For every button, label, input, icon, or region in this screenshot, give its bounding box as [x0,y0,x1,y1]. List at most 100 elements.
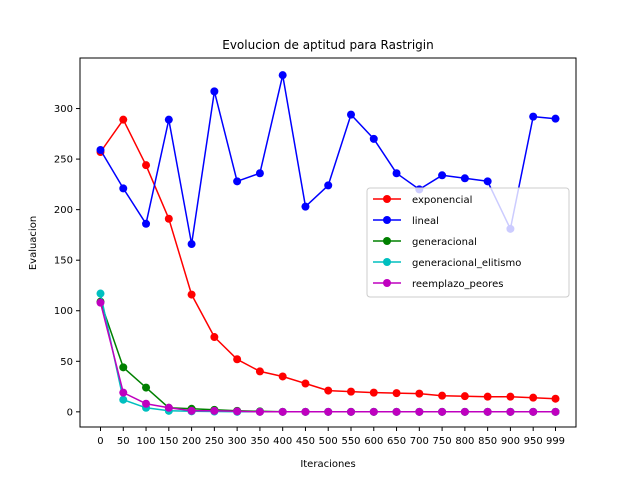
legend-label: exponencial [412,195,472,206]
legend-item: generacional_elitismo [373,258,521,269]
x-axis-title: Iteraciones [300,459,355,470]
data-point [347,407,356,416]
data-point [96,145,105,154]
y-axis-title: Evaluacion [28,216,39,270]
legend-label: generacional [412,237,477,248]
data-point [187,290,196,299]
data-point [483,392,492,401]
data-point [438,171,447,180]
data-point [438,391,447,400]
data-point [392,169,401,178]
data-point [164,115,173,124]
x-tick-label: 0 [97,436,103,447]
x-tick-label: 850 [478,436,497,447]
y-tick-label: 200 [54,205,73,216]
data-point [119,184,128,193]
data-point [210,87,219,96]
series-lineal [96,71,560,249]
data-point [278,372,287,381]
data-point [233,407,242,416]
data-point [415,407,424,416]
data-point [301,407,310,416]
x-tick-label: 900 [501,436,520,447]
data-point [119,115,128,124]
data-point [96,298,105,307]
legend-label: reemplazo_peores [412,279,503,290]
data-point [278,407,287,416]
x-tick-label: 100 [136,436,155,447]
data-point [483,407,492,416]
data-point [187,240,196,249]
data-point [460,174,469,183]
legend-item: generacional [373,237,477,248]
data-point [142,383,151,392]
data-point [460,407,469,416]
data-point [324,407,333,416]
data-point [551,407,560,416]
legend-item: exponencial [373,195,472,206]
x-tick-label: 650 [387,436,406,447]
data-point [164,214,173,223]
series-reemplazo-peores [96,298,560,416]
data-point [301,202,310,211]
data-point [233,355,242,364]
data-point [255,407,264,416]
data-point [438,407,447,416]
series-layer [96,71,560,416]
data-point [119,388,128,397]
x-tick-label: 250 [205,436,224,447]
data-point [142,399,151,408]
y-tick-label: 150 [54,256,73,267]
axis-ticks: 0 50 100 150 200 250 300 350 400 450 500 550 600 650 7… [54,104,565,447]
x-tick-label: 600 [364,436,383,447]
y-tick-label: 100 [54,306,73,317]
x-tick-label: 150 [159,436,178,447]
x-tick-label: 500 [319,436,338,447]
series-exponencial [96,115,560,403]
y-tick-label: 0 [67,407,73,418]
data-point [119,363,128,372]
data-point [347,387,356,396]
data-point [460,392,469,401]
chart-title: Evolucion de aptitud para Rastrigin [222,38,434,52]
data-point [369,388,378,397]
data-point [324,386,333,395]
legend-label: generacional_elitismo [412,258,521,269]
legend-marker [383,195,391,203]
y-tick-label: 250 [54,155,73,166]
y-tick-label: 50 [60,357,73,368]
data-point [529,407,538,416]
data-point [255,169,264,178]
data-point [96,289,105,298]
data-point [233,177,242,186]
data-point [506,392,515,401]
data-point [210,406,219,415]
data-point [347,110,356,119]
x-tick-label: 200 [182,436,201,447]
legend-item: lineal [373,216,439,227]
x-tick-label: 300 [228,436,247,447]
data-point [392,407,401,416]
data-point [210,333,219,342]
data-point [551,114,560,123]
data-point [529,393,538,402]
data-point [369,134,378,143]
data-point [551,394,560,403]
data-point [164,403,173,412]
data-point [392,389,401,398]
x-tick-label: 800 [455,436,474,447]
x-tick-label: 450 [296,436,315,447]
data-point [119,395,128,404]
plot-frame [79,57,577,428]
x-tick-label: 750 [433,436,452,447]
data-point [506,407,515,416]
y-tick-label: 300 [54,104,73,115]
data-point [369,407,378,416]
data-point [187,406,196,415]
data-point [529,112,538,121]
x-tick-label: 950 [524,436,543,447]
legend-marker [383,279,391,287]
data-point [324,181,333,190]
x-tick-label: 400 [273,436,292,447]
